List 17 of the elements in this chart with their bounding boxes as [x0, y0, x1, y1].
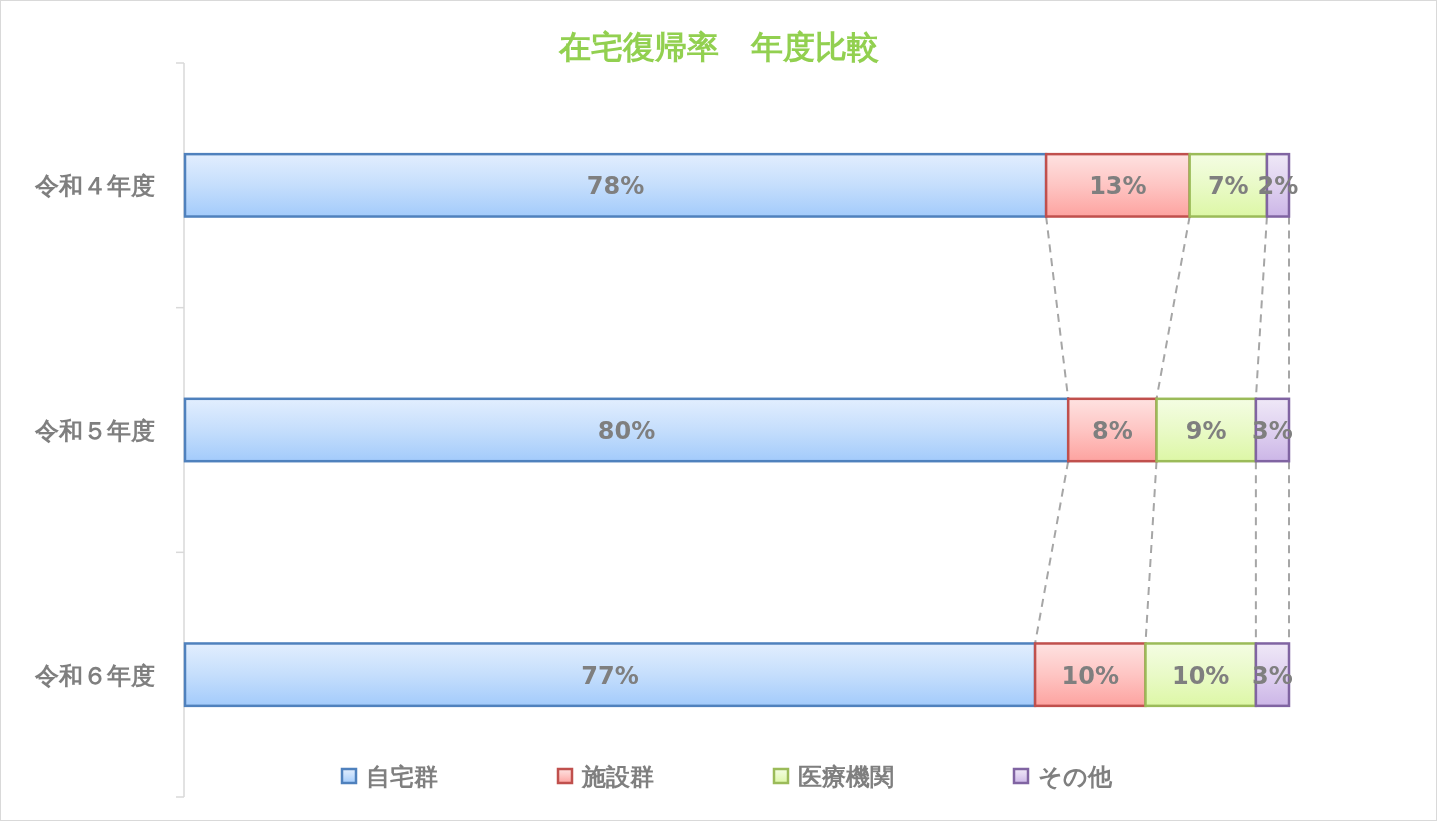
data-label: 13%: [1089, 172, 1147, 201]
title: 在宅復帰率 年度比較: [558, 28, 879, 66]
data-label: 8%: [1092, 417, 1133, 445]
legend-label: 自宅群: [366, 763, 438, 791]
data-label: 78%: [586, 172, 645, 201]
data-label: 80%: [597, 417, 656, 445]
data-label: 10%: [1061, 661, 1119, 690]
data-label: 9%: [1185, 417, 1227, 445]
category-label: 令和６年度: [35, 661, 155, 690]
category-label: 令和５年度: [35, 417, 155, 445]
legend-label: 施設群: [582, 763, 654, 791]
legend-label: 医療機関: [798, 763, 894, 791]
data-label: 7%: [1207, 172, 1249, 201]
category-label: 令和４年度: [35, 172, 155, 201]
legend-label: その他: [1038, 763, 1112, 791]
data-label: 10%: [1171, 661, 1230, 690]
data-label: 77%: [581, 661, 639, 690]
